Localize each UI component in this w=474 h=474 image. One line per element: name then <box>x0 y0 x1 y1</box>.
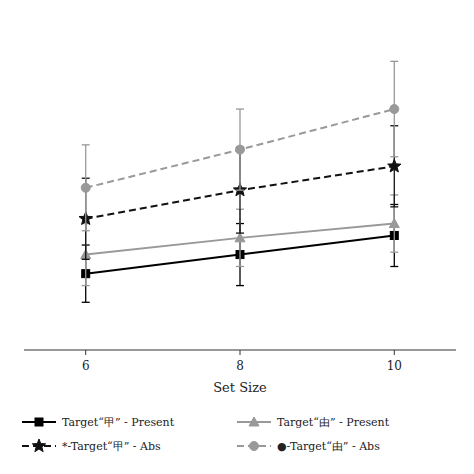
plot-area <box>79 61 401 302</box>
point <box>81 183 90 192</box>
series <box>81 61 399 230</box>
error-bar-cap <box>390 156 398 157</box>
x-tick-label: 10 <box>387 359 402 373</box>
point <box>390 105 399 114</box>
legend-marker <box>249 417 259 426</box>
chart: 6 8 10 Set Size Target“甲” - Present Target“由”… <box>0 0 474 474</box>
error-bar-cap <box>236 232 244 233</box>
x-tick <box>240 350 241 355</box>
legend-label: ●-Target“由” - Abs <box>277 440 380 453</box>
error-bar-cap <box>82 302 90 303</box>
legend-item: Target“由” - Present <box>237 416 390 429</box>
legend-marker <box>250 442 259 451</box>
error-bar <box>236 109 244 190</box>
x-axis-label: Set Size <box>213 380 267 395</box>
point <box>235 233 245 242</box>
error-bar-cap <box>82 144 90 145</box>
legend-marker <box>35 418 43 426</box>
error-bar-cap <box>390 252 398 253</box>
point <box>236 145 245 154</box>
error-bar-cap <box>82 259 90 260</box>
legend-item: ●-Target“由” - Abs <box>237 440 380 453</box>
legend-item: Target“甲” - Present <box>22 416 175 429</box>
x-tick-label: 6 <box>82 359 90 373</box>
legend-marker <box>32 439 45 452</box>
error-bar-cap <box>236 108 244 109</box>
point <box>388 159 401 172</box>
x-tick <box>394 350 395 355</box>
error-bar-cap <box>82 230 90 231</box>
error-bar-cap <box>82 285 90 286</box>
error-bar-cap <box>236 285 244 286</box>
error-bar-cap <box>236 190 244 191</box>
error-bar-cap <box>390 206 398 207</box>
legend-label: Target“由” - Present <box>277 416 390 429</box>
error-bar <box>390 61 398 156</box>
error-bar-cap <box>390 61 398 62</box>
legend-label: *-Target“甲” - Abs <box>62 440 161 453</box>
legend: Target“甲” - Present Target“由” - Present *-… <box>22 416 390 453</box>
legend-item: *-Target“甲” - Abs <box>22 439 161 453</box>
point <box>389 219 399 228</box>
series <box>79 126 401 260</box>
error-bar-cap <box>390 266 398 267</box>
x-axis: 6 8 10 <box>24 350 456 373</box>
error-bar-cap <box>236 266 244 267</box>
x-tick <box>85 350 86 355</box>
x-tick-label: 8 <box>236 359 244 373</box>
error-bar <box>82 145 90 231</box>
legend-label: Target“甲” - Present <box>62 416 175 429</box>
